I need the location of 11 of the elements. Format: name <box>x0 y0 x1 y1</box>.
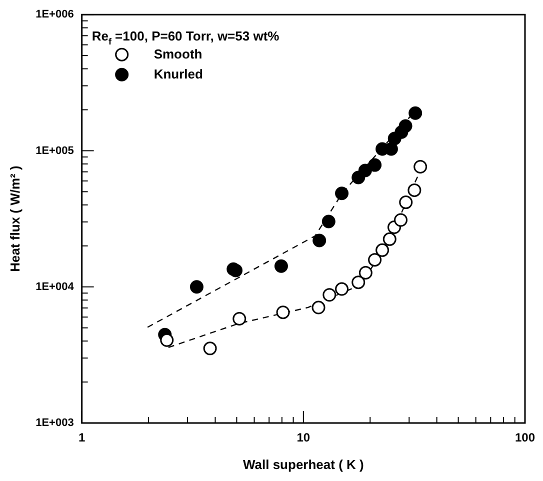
legend-label: Smooth <box>154 46 202 62</box>
y-axis-title: Heat flux ( W/m² ) <box>7 166 22 272</box>
x-tick-label: 10 <box>296 430 310 445</box>
y-tick-label: 1E+005 <box>36 144 74 157</box>
y-tick-label: 1E+006 <box>36 8 74 21</box>
y-tick-label: 1E+004 <box>36 280 75 293</box>
legend-label: Knurled <box>154 66 203 82</box>
x-axis-title: Wall superheat ( K ) <box>242 456 364 472</box>
x-tick-label: 1 <box>78 430 86 445</box>
x-tick-label: 100 <box>514 430 536 445</box>
y-tick-label: 1E+003 <box>36 417 74 430</box>
